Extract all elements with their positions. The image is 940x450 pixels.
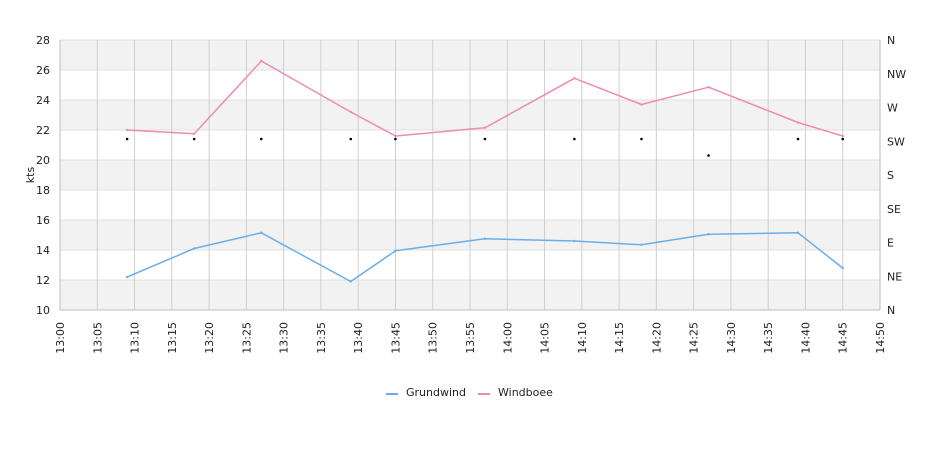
direction-marker — [349, 137, 353, 141]
x-tick-label: 13:00 — [54, 322, 67, 354]
y-tick-label: 16 — [36, 214, 50, 227]
data-point — [260, 59, 263, 63]
direction-marker — [573, 137, 576, 141]
y-tick-label: 12 — [36, 274, 50, 287]
legend: Grundwind Windboee — [386, 386, 553, 399]
series-lines — [125, 59, 844, 283]
x-tick-label: 14:50 — [874, 322, 887, 354]
data-point — [640, 103, 643, 106]
data-point — [483, 237, 487, 240]
data-point — [349, 280, 352, 283]
y2-tick-label: SE — [887, 203, 901, 216]
data-point — [483, 126, 487, 129]
x-tick-label: 13:40 — [352, 322, 365, 354]
y2-tick-label: W — [887, 102, 898, 115]
data-point — [707, 233, 710, 236]
data-point — [260, 231, 263, 234]
x-tick-label: 14:30 — [725, 322, 738, 354]
data-point — [573, 77, 576, 80]
direction-marker — [394, 137, 397, 141]
direction-marker — [796, 137, 800, 141]
data-point — [192, 132, 196, 135]
y-tick-label: 20 — [36, 154, 50, 167]
x-tick-label: 14:10 — [576, 322, 589, 354]
y2-tick-label: S — [887, 169, 894, 182]
x-tick-label: 13:35 — [315, 322, 328, 354]
legend-label: Grundwind — [406, 386, 466, 399]
data-point — [707, 86, 710, 89]
data-point — [640, 243, 643, 246]
tick-labels: 10 12 14 16 18 20 22 24 26 28 N NE E SE S SW W NW N 13:00 13… — [36, 34, 906, 354]
data-point — [394, 134, 397, 138]
x-tick-label: 13:55 — [464, 322, 477, 354]
x-tick-label: 13:20 — [203, 322, 216, 354]
x-tick-label: 14:15 — [613, 322, 626, 354]
x-tick-label: 14:35 — [762, 322, 775, 354]
y-tick-label: 10 — [36, 304, 50, 317]
x-tick-label: 13:30 — [278, 322, 291, 354]
x-tick-label: 13:10 — [129, 322, 142, 354]
grid-lines — [59, 39, 881, 311]
axes — [59, 40, 881, 311]
y-tick-label: 14 — [36, 244, 50, 257]
direction-markers — [125, 137, 845, 157]
data-point — [192, 247, 196, 250]
y2-tick-label: N — [887, 304, 895, 317]
y-tick-label: 26 — [36, 64, 50, 77]
y2-tick-label: NE — [887, 270, 902, 283]
y2-tick-label: SW — [887, 135, 905, 148]
data-point — [349, 110, 352, 114]
x-tick-label: 13:15 — [166, 322, 179, 354]
data-point — [394, 249, 397, 252]
legend-label: Windboee — [498, 386, 553, 399]
direction-marker — [483, 137, 487, 141]
x-tick-label: 13:45 — [389, 322, 402, 354]
x-tick-label: 13:25 — [240, 322, 253, 354]
direction-marker — [192, 137, 196, 141]
y2-tick-label: N — [887, 34, 895, 47]
direction-marker — [640, 137, 643, 141]
y-tick-label: 28 — [36, 34, 50, 47]
x-tick-label: 14:45 — [837, 322, 850, 354]
y2-tick-label: E — [887, 237, 894, 250]
data-point — [125, 275, 129, 279]
x-tick-label: 14:05 — [539, 322, 552, 354]
direction-marker — [841, 137, 845, 141]
x-tick-label: 14:00 — [501, 322, 514, 354]
y-tick-label: 22 — [36, 124, 50, 137]
x-tick-label: 13:05 — [91, 322, 104, 354]
data-point — [125, 128, 129, 132]
x-tick-label: 14:25 — [688, 322, 701, 354]
x-tick-label: 14:20 — [650, 322, 663, 354]
direction-marker — [125, 137, 129, 141]
y-tick-label: 24 — [36, 94, 50, 107]
data-point — [573, 239, 576, 243]
data-point — [841, 266, 844, 270]
data-point — [841, 134, 844, 138]
x-tick-label: 13:50 — [427, 322, 440, 354]
direction-marker — [707, 154, 710, 157]
y-tick-label: 18 — [36, 184, 50, 197]
y-axis-label: kts — [24, 167, 37, 184]
y2-tick-label: NW — [887, 68, 906, 81]
x-tick-label: 14:40 — [799, 322, 812, 354]
direction-marker — [259, 137, 263, 141]
data-point — [796, 121, 800, 124]
data-point — [796, 231, 800, 234]
